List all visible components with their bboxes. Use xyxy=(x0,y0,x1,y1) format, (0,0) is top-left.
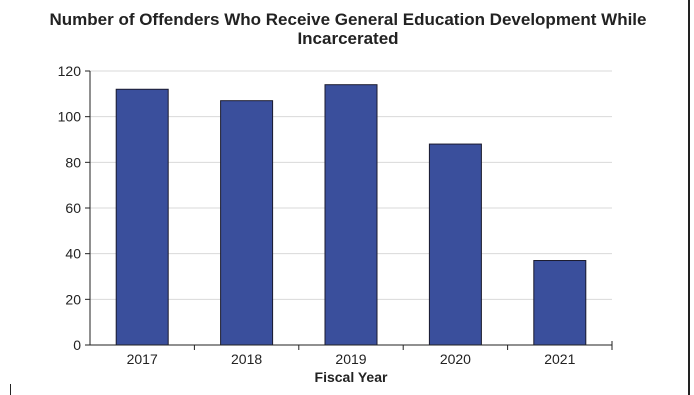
x-tick-label: 2021 xyxy=(544,351,575,367)
y-tick-label: 40 xyxy=(65,246,81,262)
bar-2020 xyxy=(428,143,482,346)
frame-border-bottom xyxy=(10,384,691,395)
x-tick-label: 2019 xyxy=(335,351,366,367)
x-tick-label: 2018 xyxy=(231,351,262,367)
chart-title: Number of Offenders Who Receive General … xyxy=(49,10,647,48)
axes xyxy=(85,70,613,350)
x-tick-label: 2020 xyxy=(440,351,471,367)
y-tick-label: 20 xyxy=(65,291,81,307)
y-tick-label: 0 xyxy=(73,337,81,353)
bar-2021 xyxy=(533,260,587,346)
y-tick-label: 100 xyxy=(58,109,82,125)
y-tick-label: 80 xyxy=(65,154,81,170)
bar-2018 xyxy=(220,100,274,346)
y-tick-label: 60 xyxy=(65,200,81,216)
bar-2019 xyxy=(324,84,378,346)
bars xyxy=(115,84,587,346)
x-tick-label: 2017 xyxy=(127,351,158,367)
tick-labels: 0 20 40 60 80 100 120 2017 2018 2019 2020 2021 xyxy=(58,63,576,367)
x-axis-label: Fiscal Year xyxy=(314,369,388,385)
frame-border-right xyxy=(688,0,690,395)
y-tick-label: 120 xyxy=(58,63,82,79)
bar-2017 xyxy=(115,88,169,346)
